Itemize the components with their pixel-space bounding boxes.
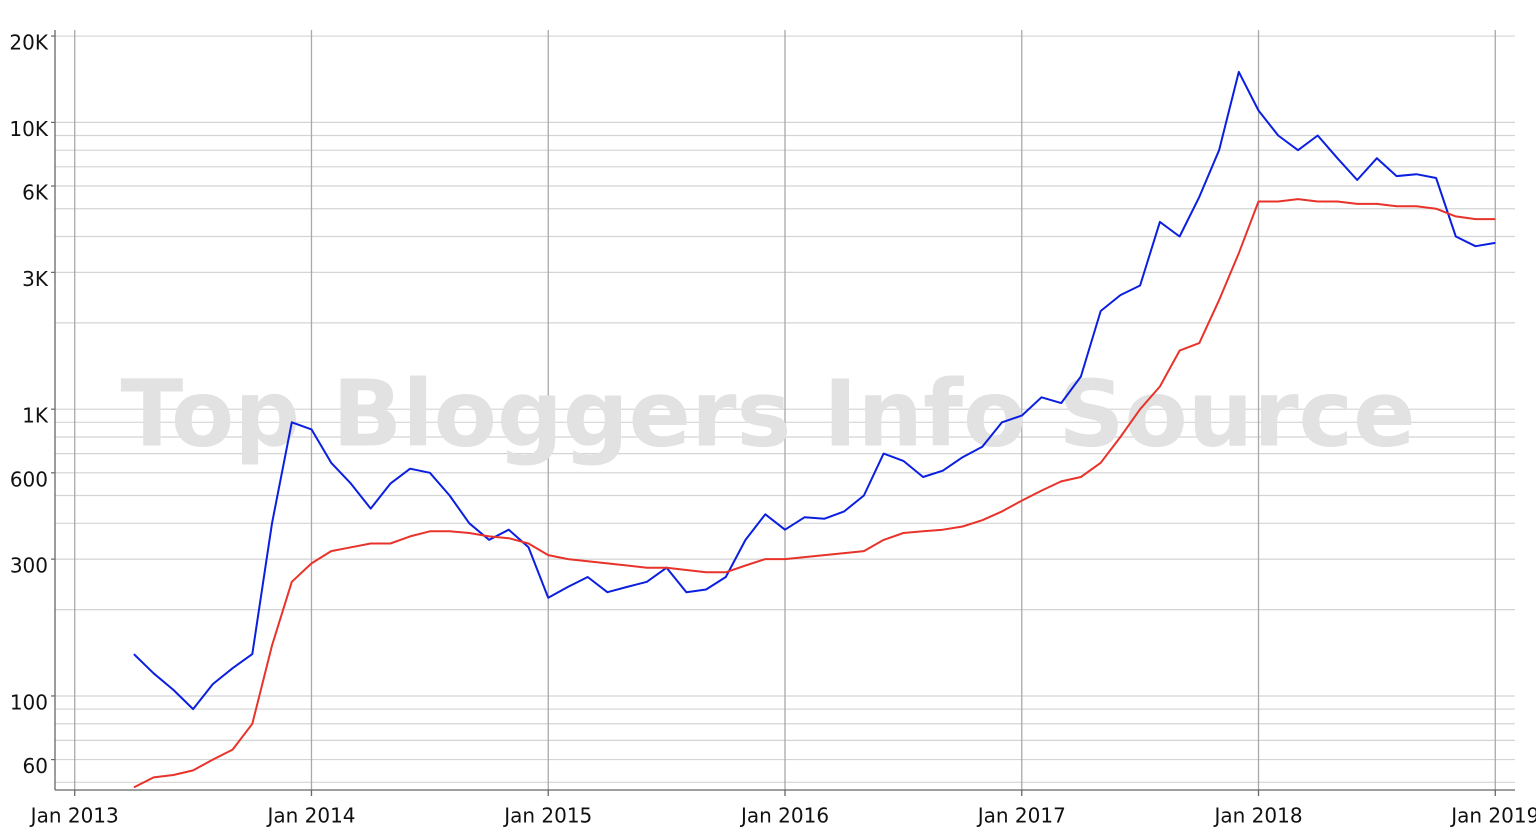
x-tick-label: Jan 2016	[739, 804, 829, 828]
x-tick-label: Jan 2017	[976, 804, 1066, 828]
y-tick-label: 60	[23, 754, 48, 778]
series-line	[133, 70, 1496, 711]
y-tick-label: 20K	[9, 31, 48, 55]
watermark: Top Bloggers Info Source	[120, 360, 1415, 467]
x-tick-label: Jan 2019	[1449, 804, 1536, 828]
y-tick-label: 1K	[22, 404, 49, 428]
y-tick-label: 600	[10, 467, 48, 491]
y-tick-label: 10K	[9, 117, 48, 141]
y-tick-label: 100	[10, 690, 48, 714]
plot	[133, 70, 1496, 789]
x-tick-label: Jan 2014	[265, 804, 355, 828]
grid: Jan 2013 Jan 2014 Jan 2015 Jan 2016 Jan 2017…	[9, 30, 1536, 828]
x-tick-label: Jan 2013	[29, 804, 119, 828]
x-tick-label: Jan 2018	[1212, 804, 1302, 828]
y-tick-label: 3K	[22, 267, 49, 291]
x-tick-label: Jan 2015	[502, 804, 592, 828]
y-tick-label: 6K	[22, 181, 49, 205]
y-tick-label: 300	[10, 554, 48, 578]
series-line	[133, 198, 1496, 789]
